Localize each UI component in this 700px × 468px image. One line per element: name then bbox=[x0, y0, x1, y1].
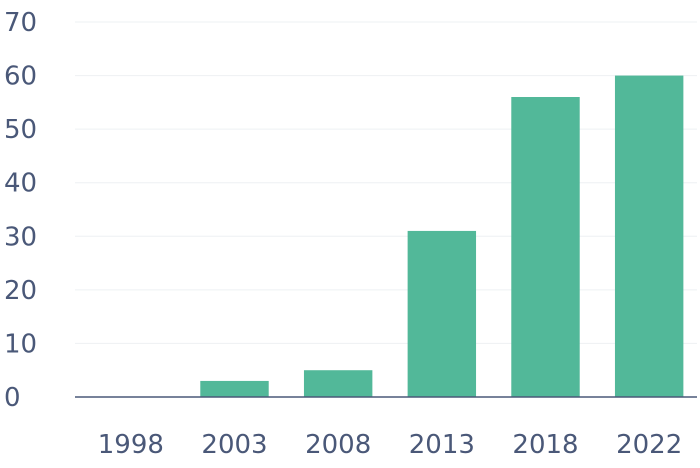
bar-2013 bbox=[407, 230, 477, 397]
y-tick-label: 20 bbox=[4, 276, 37, 306]
y-tick-label: 0 bbox=[4, 383, 21, 413]
x-tick-label: 2013 bbox=[409, 430, 475, 460]
x-tick-label: 1998 bbox=[98, 430, 164, 460]
gridlines bbox=[75, 21, 697, 344]
y-tick-label: 30 bbox=[4, 222, 37, 252]
bars bbox=[200, 75, 684, 398]
x-tick-label: 2022 bbox=[616, 430, 682, 460]
y-tick-label: 10 bbox=[4, 329, 37, 359]
y-tick-label: 50 bbox=[4, 115, 37, 145]
x-tick-label: 2018 bbox=[512, 430, 578, 460]
x-tick-label: 2008 bbox=[305, 430, 371, 460]
x-tick-label: 2003 bbox=[201, 430, 267, 460]
y-tick-label: 40 bbox=[4, 169, 37, 199]
y-tick-label: 70 bbox=[4, 8, 37, 38]
x-tick-labels: 1998 2003 2008 2013 2018 2022 bbox=[98, 430, 683, 460]
bar-2018 bbox=[511, 97, 580, 397]
bar-2022 bbox=[614, 75, 684, 398]
y-tick-label: 60 bbox=[4, 62, 37, 92]
bar-2008 bbox=[303, 370, 373, 397]
bar-2003 bbox=[200, 380, 269, 397]
y-tick-labels: 0 10 20 30 40 50 60 70 bbox=[4, 8, 37, 413]
